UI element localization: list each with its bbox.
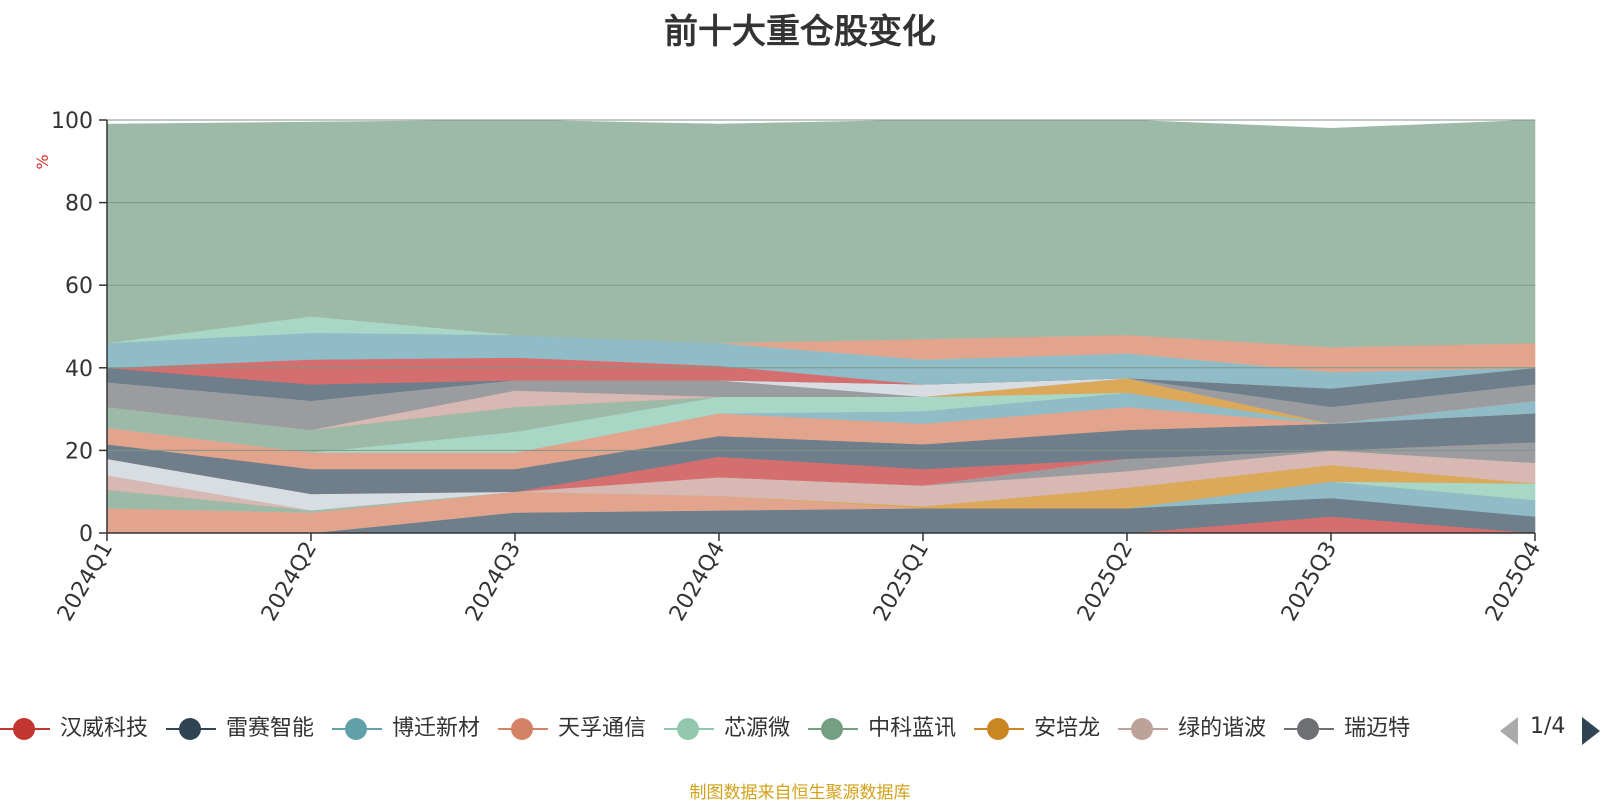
x-tick-label: 2024Q3 (461, 538, 526, 626)
legend-item-6[interactable]: 中科蓝讯 (808, 712, 956, 746)
y-tick-label: 80 (65, 192, 93, 217)
legend-item-8[interactable]: 绿的谐波 (1118, 712, 1266, 746)
x-tick-label: 2024Q4 (665, 538, 730, 626)
legend-label: 汉威科技 (60, 716, 149, 741)
y-tick-label: 100 (51, 109, 93, 134)
legend: 汉威科技 雷赛智能 博迁新材 天孚通信 芯源微 中科蓝讯 安培龙 绿的谐波 瑞迈特 (0, 712, 1480, 746)
legend-label: 瑞迈特 (1344, 716, 1411, 741)
x-tick-label: 2025Q2 (1073, 538, 1138, 626)
legend-item-1[interactable]: 汉威科技 (0, 712, 148, 746)
chart-plot: 0 20 40 60 80 100 2024Q1 2024Q2 2024Q3 2024Q4 2025… (33, 109, 1546, 626)
legend-circle-icon (345, 718, 368, 740)
y-tick-label: 60 (65, 274, 93, 299)
pager-prev-arrow-icon[interactable] (1500, 717, 1518, 745)
legend-label: 雷赛智能 (226, 716, 315, 741)
legend-item-7[interactable]: 安培龙 (974, 712, 1100, 746)
x-tick-label: 2025Q3 (1277, 538, 1342, 626)
x-tick-label: 2025Q1 (869, 538, 934, 626)
legend-circle-icon (1131, 718, 1154, 740)
legend-item-4[interactable]: 天孚通信 (498, 712, 646, 746)
x-tick-label: 2025Q4 (1481, 538, 1546, 626)
y-tick-label: 20 (65, 439, 93, 464)
legend-circle-icon (677, 718, 700, 740)
legend-item-5[interactable]: 芯源微 (664, 712, 790, 746)
legend-label: 博迁新材 (392, 716, 481, 741)
chart-title: 前十大重仓股变化 (664, 12, 936, 52)
legend-label: 芯源微 (724, 716, 791, 741)
area-series-26 (106, 119, 1536, 348)
y-axis-unit: % (33, 154, 52, 169)
legend-item-9[interactable]: 瑞迈特 (1284, 712, 1410, 746)
y-tick-label: 0 (79, 522, 93, 547)
legend-label: 绿的谐波 (1178, 716, 1267, 741)
legend-circle-icon (511, 718, 534, 740)
y-tick-label: 40 (65, 357, 93, 382)
grid-lines (107, 119, 1535, 534)
legend-circle-icon (1297, 718, 1320, 740)
legend-circle-icon (13, 718, 35, 740)
x-tick-label: 2024Q1 (53, 538, 118, 626)
pager-next-arrow-icon[interactable] (1582, 717, 1600, 745)
legend-label: 安培龙 (1034, 716, 1101, 741)
source-note: 制图数据来自恒生聚源数据库 (689, 783, 911, 803)
legend-pager: 1/4 (1500, 712, 1600, 748)
area-layers (106, 119, 1536, 534)
pager-indicator: 1/4 (1530, 714, 1566, 739)
legend-circle-icon (179, 718, 202, 740)
legend-item-2[interactable]: 雷赛智能 (166, 712, 314, 746)
legend-label: 中科蓝讯 (868, 716, 957, 741)
legend-item-3[interactable]: 博迁新材 (332, 712, 480, 746)
legend-label: 天孚通信 (558, 716, 647, 741)
x-tick-label: 2024Q2 (257, 538, 322, 626)
legend-circle-icon (987, 718, 1010, 740)
legend-circle-icon (821, 718, 844, 740)
